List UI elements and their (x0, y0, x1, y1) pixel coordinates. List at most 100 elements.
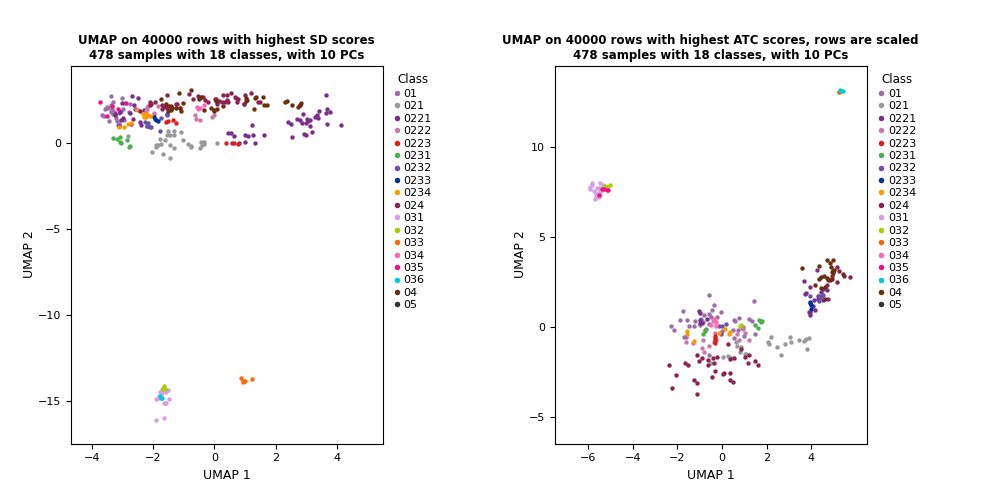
Point (240, 132, 256, 140)
Point (831, 88, 847, 96)
Point (801, 335, 817, 343)
Point (113, 116, 129, 124)
Point (201, 98, 217, 106)
Point (735, 323, 751, 331)
Point (196, 101, 212, 109)
Legend: 01, 021, 0221, 0222, 0223, 0231, 0232, 0233, 0234, 024, 031, 032, 033, 034, 035,: 01, 021, 0221, 0222, 0223, 0231, 0232, 0… (391, 71, 434, 312)
Point (594, 185, 610, 194)
Point (583, 182, 599, 191)
Point (808, 266, 825, 274)
Point (689, 351, 706, 359)
Point (236, 100, 252, 108)
Point (293, 99, 309, 107)
Point (802, 282, 818, 290)
Point (830, 278, 846, 286)
Point (197, 106, 213, 114)
Point (160, 127, 176, 135)
Point (99, 112, 115, 120)
Point (244, 121, 260, 130)
Point (195, 141, 211, 149)
Point (230, 140, 246, 148)
Point (116, 122, 132, 131)
Point (143, 148, 159, 156)
Point (334, 121, 350, 129)
Y-axis label: UMAP 2: UMAP 2 (514, 231, 527, 278)
Point (733, 343, 749, 351)
Point (117, 99, 133, 107)
Point (805, 302, 822, 310)
Point (235, 377, 251, 386)
Point (111, 121, 127, 129)
Point (814, 285, 831, 293)
Point (97, 105, 113, 113)
Point (162, 154, 178, 162)
Point (152, 127, 168, 135)
Point (697, 327, 713, 335)
Point (589, 184, 605, 192)
Point (825, 275, 841, 283)
Point (668, 371, 684, 379)
Point (152, 389, 168, 397)
Point (108, 108, 124, 116)
Point (824, 263, 840, 271)
Point (707, 332, 723, 340)
Point (820, 286, 836, 294)
Point (717, 369, 733, 377)
Point (121, 108, 137, 116)
Point (123, 120, 139, 129)
Point (111, 120, 127, 128)
Point (826, 267, 842, 275)
Point (760, 338, 776, 346)
Point (688, 379, 705, 387)
Point (810, 297, 827, 305)
Point (155, 383, 171, 391)
Point (298, 131, 314, 139)
Point (824, 272, 840, 280)
Point (250, 98, 266, 106)
Point (159, 110, 175, 118)
Point (806, 281, 823, 289)
Point (142, 98, 158, 106)
Point (741, 336, 757, 344)
Point (585, 180, 601, 188)
Point (219, 96, 235, 104)
Point (309, 111, 326, 119)
Point (713, 308, 729, 316)
Point (833, 87, 849, 95)
Point (139, 105, 155, 113)
X-axis label: UMAP 1: UMAP 1 (203, 469, 251, 482)
Point (591, 184, 607, 192)
Point (832, 267, 848, 275)
Point (114, 94, 130, 102)
Point (694, 319, 710, 327)
Point (322, 108, 338, 116)
Point (236, 100, 252, 108)
Point (94, 110, 110, 118)
Point (105, 98, 121, 106)
Point (151, 393, 167, 401)
Point (122, 109, 138, 117)
Point (833, 86, 849, 94)
Point (130, 94, 146, 102)
Point (252, 98, 268, 106)
Point (836, 273, 852, 281)
Y-axis label: UMAP 2: UMAP 2 (23, 231, 36, 278)
Point (732, 322, 748, 330)
Point (677, 359, 694, 367)
Point (294, 119, 310, 127)
Point (120, 133, 136, 141)
Point (192, 104, 208, 112)
Point (299, 115, 316, 123)
Point (722, 369, 738, 377)
Point (168, 104, 184, 112)
Point (732, 348, 748, 356)
Point (733, 321, 749, 329)
Point (720, 352, 736, 360)
Point (809, 291, 826, 299)
Point (728, 338, 744, 346)
Point (237, 132, 253, 140)
Point (234, 374, 250, 382)
Point (301, 116, 318, 124)
Point (807, 306, 824, 314)
Point (822, 276, 838, 284)
